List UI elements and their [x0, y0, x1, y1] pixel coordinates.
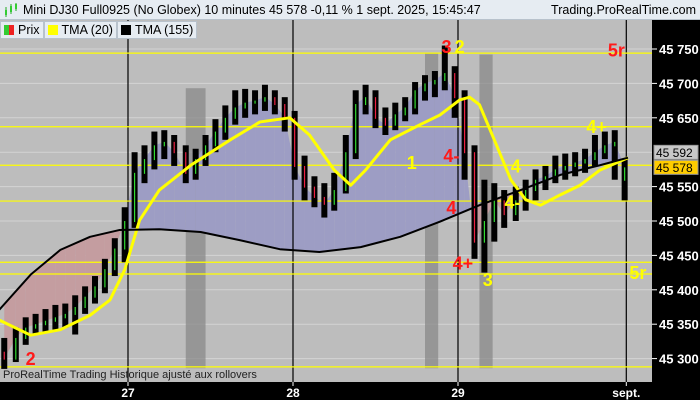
area-fill: [385, 114, 396, 241]
area-fill: [395, 107, 406, 239]
area-fill: [264, 97, 275, 249]
legend-item-tma20[interactable]: TMA (20): [43, 21, 117, 39]
tma155-line: [0, 156, 629, 311]
y-tick-label: 45 450: [659, 248, 699, 263]
wave-label: 5r: [629, 263, 646, 283]
y-axis-panel: [652, 20, 700, 400]
y-tick-label: 45 650: [659, 111, 699, 126]
candlestick-chart-icon: [5, 2, 17, 17]
chart-title: Mini DJ30 Full0925 (No Globex) 10 minute…: [23, 2, 481, 17]
area-fill: [55, 247, 66, 318]
wave-label: 4: [446, 198, 456, 218]
x-tick-label: 27: [121, 386, 135, 400]
legend-item-prix[interactable]: Prix: [0, 21, 44, 39]
wave-label: 5r: [608, 41, 625, 61]
area-fill: [464, 152, 475, 242]
y-tick-label: 45 700: [659, 76, 699, 91]
area-fill: [35, 262, 46, 325]
wave-label: 4: [511, 156, 521, 176]
y-tick-label: 45 500: [659, 214, 699, 229]
area-fill: [365, 97, 376, 246]
area-fill: [425, 79, 435, 228]
wave-label: 3: [441, 37, 451, 57]
wave-label: 4+: [586, 117, 607, 137]
price-tag-label: 45 578: [656, 161, 693, 175]
wave-label: 4-: [504, 193, 520, 213]
wave-label: 1: [407, 153, 417, 173]
area-fill: [255, 97, 265, 246]
tma155-swatch-icon: [120, 25, 131, 35]
legend: Prix TMA (20) TMA (155): [0, 21, 198, 40]
y-tick-label: 45 400: [659, 283, 699, 298]
x-tick-label: 28: [286, 386, 300, 400]
tma20-swatch-icon: [47, 25, 58, 35]
price-bar: [72, 295, 79, 335]
area-fill: [235, 102, 246, 242]
x-tick-label: 29: [451, 386, 465, 400]
price-bar: [591, 134, 598, 166]
site-label: Trading.ProRealTime.com: [551, 2, 696, 17]
price-tag: [653, 144, 699, 160]
title-bar: Mini DJ30 Full0925 (No Globex) 10 minute…: [0, 0, 700, 20]
price-swatch-icon: [4, 25, 14, 35]
area-fill: [284, 117, 295, 251]
area-fill: [375, 117, 386, 244]
price-bar: [441, 45, 448, 91]
wave-label: 2: [26, 349, 36, 369]
y-tick-label: 45 350: [659, 317, 699, 332]
wave-label: 4+: [453, 253, 474, 273]
footer-note: ProRealTime Trading Historique ajusté au…: [3, 369, 257, 381]
area-fill: [434, 73, 445, 224]
x-tick-label: sept.: [612, 386, 640, 400]
wave-label: 2: [455, 37, 465, 57]
wave-label: 3: [483, 270, 493, 290]
area-fill: [245, 100, 256, 244]
legend-label: TMA (155): [134, 23, 194, 37]
x-axis-panel: [0, 382, 652, 400]
tma20-line: [0, 95, 629, 337]
area-fill: [25, 270, 36, 328]
area-fill: [274, 104, 285, 250]
price-tag-label: 45 592: [656, 146, 693, 160]
y-tick-label: 45 300: [659, 352, 699, 367]
price-bar: [611, 130, 618, 180]
wave-label: 4-: [443, 146, 459, 166]
price-tag: [653, 159, 699, 175]
legend-item-tma155[interactable]: TMA (155): [116, 21, 198, 39]
legend-label: Prix: [18, 23, 40, 37]
area-fill: [45, 254, 56, 321]
y-tick-label: 45 750: [659, 42, 699, 57]
legend-label: TMA (20): [61, 23, 113, 37]
area-fill: [415, 83, 425, 232]
y-tick-label: 45 550: [659, 180, 699, 195]
